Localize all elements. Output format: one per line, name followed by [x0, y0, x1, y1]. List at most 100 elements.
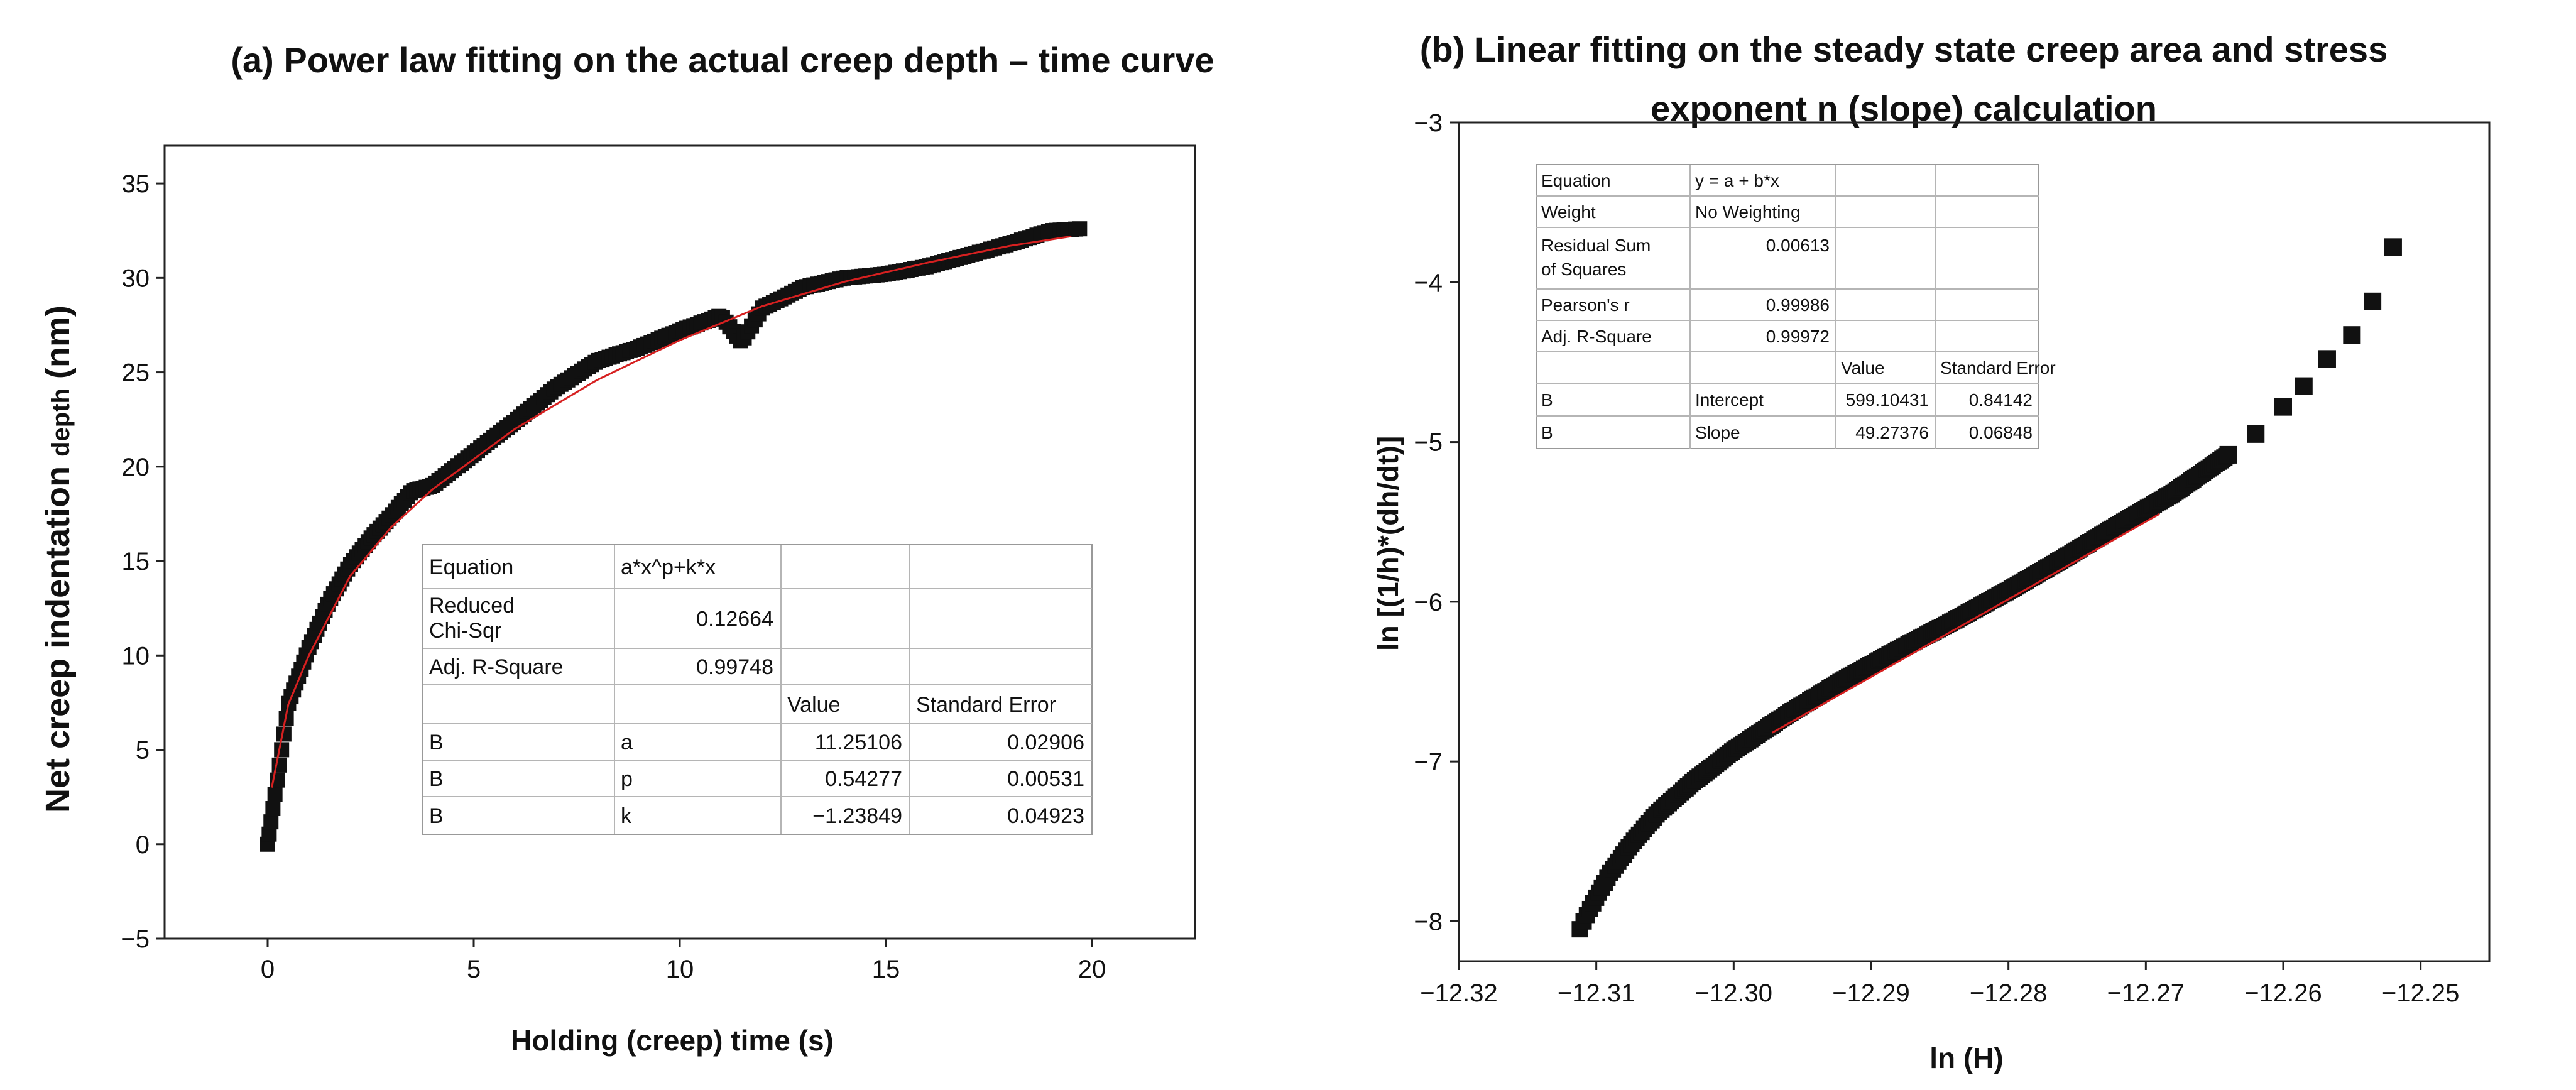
y-tick-label: −4: [1414, 269, 1443, 297]
fit-table-cell: 0.06848: [1969, 423, 2033, 442]
panel-a-title: (a) Power law fitting on the actual cree…: [231, 40, 1214, 80]
panel-b-fit-table: Equation y = a + b*x Weight No Weighting Res…: [1536, 164, 2056, 449]
fit-table-cell: Value: [787, 693, 840, 717]
fit-line: [1771, 513, 2160, 734]
fit-table-cell: k: [621, 804, 632, 828]
y-tick-label: −3: [1414, 109, 1443, 137]
fit-table-cell: Standard Error: [1940, 358, 2056, 378]
fit-table-cell: Weight: [1541, 202, 1596, 222]
x-tick-label: 10: [666, 956, 694, 983]
fit-table-cell: Equation: [1541, 171, 1611, 190]
x-tick-label: 0: [261, 956, 275, 983]
y-tick-label: −5: [1414, 429, 1443, 457]
panel-b-y-axis-label: ln [(1/h)*(dh/dt)]: [1372, 436, 1404, 651]
fit-table-cell: 599.10431: [1846, 390, 1929, 410]
panel-a-data-points: [260, 221, 1088, 852]
fit-table-cell: of Squares: [1541, 259, 1626, 279]
data-point: [2219, 445, 2237, 464]
fit-table-cell: Standard Error: [916, 693, 1056, 717]
fit-table-cell: −1.23849: [812, 804, 902, 828]
y-tick-label: 0: [136, 831, 150, 859]
panel-b-data-points: [1571, 238, 2402, 938]
data-point: [265, 801, 281, 817]
fit-table-cell: 0.04923: [1007, 804, 1084, 828]
x-tick-label: −12.30: [1695, 979, 1772, 1007]
fit-curve: [271, 235, 1072, 788]
fit-table-cell: No Weighting: [1695, 202, 1801, 222]
x-tick-label: −12.26: [2244, 979, 2322, 1007]
fit-table-cell: Intercept: [1695, 390, 1764, 410]
fit-table-cell: 0.99748: [696, 655, 773, 679]
y-tick-label: −5: [121, 925, 150, 953]
panel-a: (a) Power law fitting on the actual cree…: [39, 40, 1214, 1057]
fit-table-cell: 0.00613: [1766, 236, 1830, 255]
data-point: [274, 742, 290, 758]
x-tick-label: 15: [872, 956, 900, 983]
panel-b: (b) Linear fitting on the steady state c…: [1372, 30, 2491, 1074]
fit-table-cell: p: [621, 767, 633, 791]
fit-table-cell: 49.27376: [1855, 423, 1929, 442]
fit-table-cell: Equation: [429, 555, 513, 579]
panel-b-plot-frame: [1458, 121, 2491, 962]
x-tick-label: 20: [1078, 956, 1106, 983]
y-tick-label: 35: [122, 170, 150, 198]
fit-table-cell: 0.12664: [696, 608, 773, 631]
fit-table-cell: 0.00531: [1007, 767, 1084, 791]
fit-table-cell: Adj. R-Square: [1541, 327, 1652, 346]
fit-table-cell: 11.25106: [815, 731, 902, 755]
fit-table-cell: Chi-Sqr: [429, 619, 501, 643]
data-point: [2364, 292, 2382, 310]
panel-b-fit-line: [1771, 513, 2160, 734]
fit-table-cell: Reduced: [429, 594, 515, 618]
panel-a-y-label-small: depth: [47, 388, 75, 457]
data-point: [2343, 326, 2361, 344]
data-point: [263, 814, 279, 830]
panel-a-y-label-main: Net creep indentation: [39, 457, 77, 813]
y-tick-label: 15: [122, 548, 150, 575]
data-point: [267, 787, 283, 802]
fit-table-cell: B: [429, 767, 444, 791]
fit-table-cell: a*x^p+k*x: [621, 555, 716, 579]
data-point: [2384, 238, 2402, 256]
data-point: [271, 757, 287, 773]
fit-table-cell: Slope: [1695, 423, 1740, 442]
fit-table-cell: 0.02906: [1007, 731, 1084, 755]
y-tick-label: 5: [136, 737, 150, 765]
panel-a-ticks: 0 5 10 15 20 −5 0 5 10 15 20 25 30 35: [121, 170, 1106, 983]
y-tick-label: −7: [1414, 748, 1443, 776]
x-tick-label: 5: [467, 956, 481, 983]
y-tick-label: 20: [122, 454, 150, 481]
panel-b-x-axis-label: ln (H): [1929, 1042, 2004, 1074]
data-point: [2274, 398, 2292, 416]
panel-a-y-label-unit: (nm): [39, 305, 77, 388]
x-tick-label: −12.28: [1970, 979, 2047, 1007]
y-tick-label: −8: [1414, 908, 1443, 935]
fit-table-cell: B: [1541, 423, 1553, 442]
y-tick-label: −6: [1414, 589, 1443, 616]
panel-b-title-line1: (b) Linear fitting on the steady state c…: [1420, 30, 2388, 69]
x-tick-label: −12.25: [2382, 979, 2459, 1007]
fit-table-cell: 0.84142: [1969, 390, 2033, 410]
data-point: [1072, 221, 1088, 237]
fit-table-cell: Value: [1841, 358, 1885, 378]
fit-table-cell: Residual Sum: [1541, 236, 1651, 255]
fit-table-cell: B: [1541, 390, 1553, 410]
fit-table-bg: [1536, 164, 2039, 449]
panel-a-x-axis-label: Holding (creep) time (s): [511, 1024, 834, 1057]
data-point: [2295, 377, 2313, 395]
fit-table-cell: B: [429, 731, 444, 755]
fit-table-cell: y = a + b*x: [1695, 171, 1779, 190]
fit-table-cell: 0.99972: [1766, 327, 1830, 346]
panel-b-ticks: −12.32 −12.31 −12.30 −12.29 −12.28 −12.27 −12.…: [1414, 109, 2459, 1007]
fit-table-cell: a: [621, 731, 633, 755]
panel-a-fit-line: [271, 235, 1072, 788]
data-point: [2318, 350, 2336, 368]
fit-table-cell: Pearson's r: [1541, 295, 1630, 315]
fit-table-cell: Adj. R-Square: [429, 655, 564, 679]
y-tick-label: 10: [122, 642, 150, 670]
fit-table-cell: B: [429, 804, 444, 828]
y-tick-label: 30: [122, 264, 150, 292]
x-tick-label: −12.27: [2107, 979, 2185, 1007]
